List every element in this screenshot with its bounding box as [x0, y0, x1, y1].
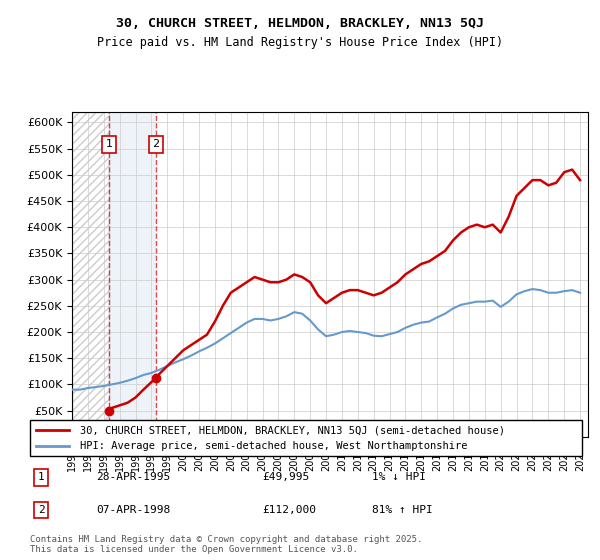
Text: Contains HM Land Registry data © Crown copyright and database right 2025.
This d: Contains HM Land Registry data © Crown c…: [30, 535, 422, 554]
Text: 30, CHURCH STREET, HELMDON, BRACKLEY, NN13 5QJ (semi-detached house): 30, CHURCH STREET, HELMDON, BRACKLEY, NN…: [80, 425, 505, 435]
Text: 1% ↓ HPI: 1% ↓ HPI: [372, 473, 426, 482]
Text: 2: 2: [152, 139, 159, 150]
Text: £49,995: £49,995: [262, 473, 309, 482]
Bar: [72, 112, 109, 437]
Text: 28-APR-1995: 28-APR-1995: [96, 473, 170, 482]
Text: 1: 1: [106, 139, 112, 150]
Text: 2: 2: [38, 505, 44, 515]
Text: 07-APR-1998: 07-APR-1998: [96, 505, 170, 515]
Text: HPI: Average price, semi-detached house, West Northamptonshire: HPI: Average price, semi-detached house,…: [80, 441, 467, 451]
Text: 30, CHURCH STREET, HELMDON, BRACKLEY, NN13 5QJ: 30, CHURCH STREET, HELMDON, BRACKLEY, NN…: [116, 17, 484, 30]
FancyBboxPatch shape: [30, 420, 582, 456]
Text: Price paid vs. HM Land Registry's House Price Index (HPI): Price paid vs. HM Land Registry's House …: [97, 36, 503, 49]
Text: 1: 1: [38, 473, 44, 482]
Text: £112,000: £112,000: [262, 505, 316, 515]
Bar: [72, 112, 109, 437]
Text: 81% ↑ HPI: 81% ↑ HPI: [372, 505, 433, 515]
Bar: [109, 112, 155, 437]
